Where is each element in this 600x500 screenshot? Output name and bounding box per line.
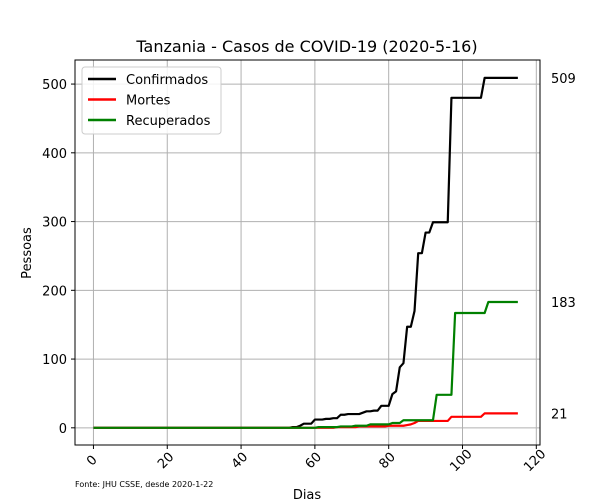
chart-title: Tanzania - Casos de COVID-19 (2020-5-16)	[135, 37, 477, 56]
x-tick-label: 100	[447, 447, 475, 475]
source-footnote: Fonte: JHU CSSE, desde 2020-1-22	[75, 480, 213, 489]
legend-label-recuperados: Recuperados	[126, 114, 211, 129]
series-line-recuperados	[93, 300, 518, 429]
legend-box	[81, 66, 222, 135]
legend-label-confirmados: Confirmados	[126, 73, 208, 88]
x-tick-label: 80	[376, 450, 398, 472]
y-tick-label: 100	[42, 353, 67, 368]
legend: Confirmados Mortes Recuperados	[81, 66, 222, 135]
end-label-confirmados: 509	[551, 72, 576, 87]
plot-frame	[74, 59, 541, 446]
x-tick-label: 20	[155, 450, 177, 472]
y-tick-label: 400	[42, 147, 67, 162]
y-axis-title: Pessoas	[20, 227, 35, 279]
x-tick-label: 60	[303, 450, 325, 472]
end-label-mortes: 21	[551, 407, 568, 422]
y-tick-label: 500	[42, 78, 67, 93]
legend-label-mortes: Mortes	[126, 94, 171, 109]
x-tick-label: 0	[84, 453, 100, 469]
x-axis-title: Dias	[293, 488, 322, 500]
series-line-confirmados	[93, 76, 518, 429]
y-tick-label: 300	[42, 216, 67, 231]
y-tick-label: 0	[59, 422, 67, 437]
x-tick-label: 120	[521, 447, 549, 475]
series-layer	[93, 76, 518, 429]
x-tick-label: 40	[229, 450, 251, 472]
end-label-recuperados: 183	[551, 296, 576, 311]
y-tick-label: 200	[42, 284, 67, 299]
end-labels: 509 21 183	[551, 72, 576, 423]
